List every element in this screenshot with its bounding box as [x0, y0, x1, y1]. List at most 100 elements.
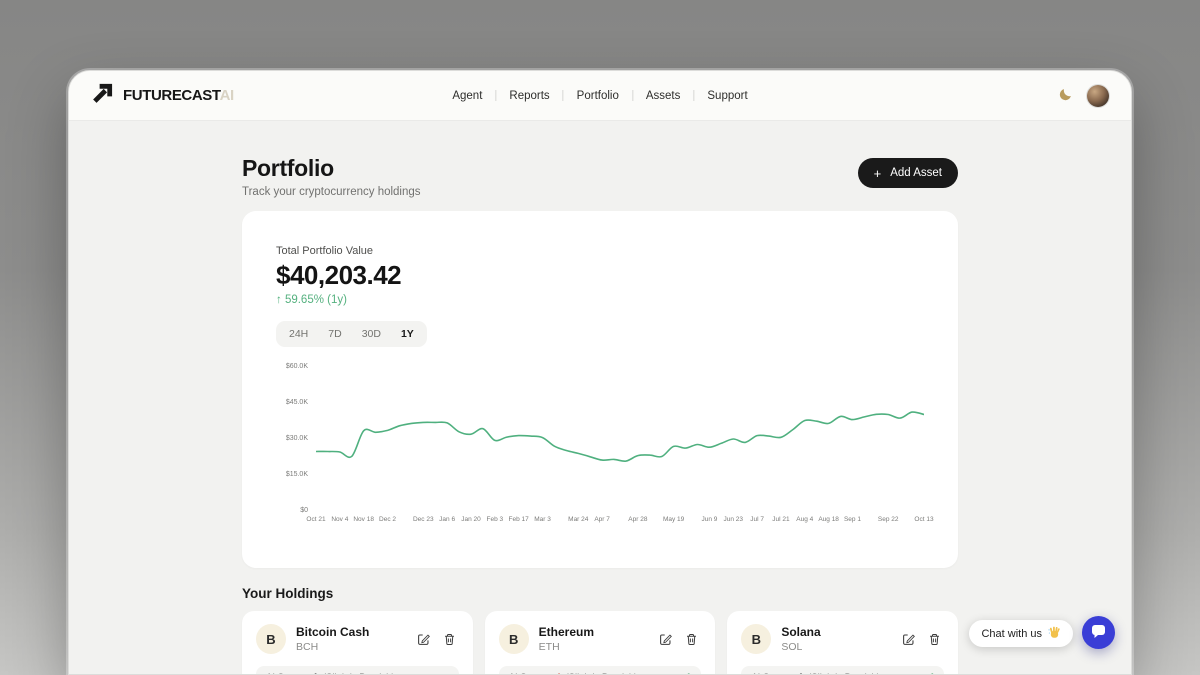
x-axis-tick: Apr 7	[594, 516, 610, 523]
portfolio-line-chart	[316, 411, 924, 463]
nav-separator	[693, 90, 695, 101]
trend-up-indicator: +1	[667, 672, 692, 674]
holdings-row: B Bitcoin Cash BCH	[242, 611, 959, 674]
x-axis-tick: Sep 22	[877, 516, 899, 523]
pencil-square-icon	[903, 633, 915, 645]
trash-icon	[444, 633, 454, 645]
trending-arrow-icon	[91, 82, 114, 110]
asset-name: Bitcoin Cash	[296, 625, 370, 639]
nav-link-portfolio[interactable]: Portfolio	[576, 89, 619, 102]
nav-link-assets[interactable]: Assets	[645, 89, 681, 102]
holding-card: B Ethereum ETH	[484, 611, 716, 674]
chart-y-axis: $0 $15.0K $30.0K $45.0K $60.0K	[276, 363, 316, 514]
speech-bubble-icon	[1089, 622, 1108, 644]
ai-score-badge: AI Score: -4 (Slightly Bearish) +1	[498, 666, 702, 674]
x-axis-tick: Jun 23	[723, 516, 744, 523]
time-range-24h[interactable]: 24H	[279, 324, 318, 344]
x-axis-tick: Jul 7	[750, 516, 764, 523]
coin-icon: B	[256, 624, 286, 654]
x-axis-tick: May 19	[662, 516, 685, 523]
chat-with-us-button[interactable]: Chat with us	[969, 620, 1073, 647]
edit-asset-button[interactable]	[417, 633, 430, 646]
x-axis-tick: Jan 6	[439, 516, 456, 523]
asset-name: Ethereum	[538, 625, 595, 639]
nav-separator	[631, 90, 633, 101]
nav-link-agent[interactable]: Agent	[452, 89, 483, 102]
total-value-amount: $40,203.42	[276, 260, 402, 290]
portfolio-chart: $0 $15.0K $30.0K $45.0K $60.0K Oct 21 Nov 4 No…	[276, 363, 934, 528]
page-head: Portfolio Track your cryptocurrency hold…	[242, 121, 958, 198]
value-change-indicator: ↑ 59.65% (1y)	[276, 294, 347, 306]
asset-symbol: ETH	[538, 641, 560, 653]
ai-score-badge: AI Score: -1 (Slightly Bearish) +4	[741, 666, 945, 674]
x-axis-tick: Apr 28	[628, 516, 648, 523]
y-axis-tick: $0	[300, 507, 308, 514]
chat-launcher-button[interactable]	[1082, 616, 1115, 649]
x-axis-tick: Aug 4	[796, 516, 814, 523]
trash-icon	[930, 633, 939, 645]
asset-symbol: BCH	[296, 641, 319, 653]
time-range-7d[interactable]: 7D	[318, 324, 351, 344]
y-axis-tick: $60.0K	[285, 363, 308, 370]
page-subtitle: Track your cryptocurrency holdings	[242, 186, 421, 198]
x-axis-tick: Feb 3	[486, 516, 504, 523]
coin-icon: B	[741, 624, 772, 654]
x-axis-tick: Aug 18	[818, 516, 839, 523]
edit-asset-button[interactable]	[902, 633, 915, 646]
y-axis-tick: $15.0K	[285, 471, 308, 478]
delete-asset-button[interactable]	[443, 633, 456, 646]
brand-name: FUTURECASTAI	[123, 87, 234, 104]
app-window: FUTURECASTAI Agent Reports Portfolio Assets…	[68, 70, 1132, 675]
page-title: Portfolio	[242, 155, 334, 181]
main-nav: Agent Reports Portfolio Assets Support	[452, 90, 747, 102]
edit-asset-button[interactable]	[659, 633, 673, 646]
header-right	[1058, 84, 1109, 107]
trash-icon	[687, 633, 697, 645]
nav-link-support[interactable]: Support	[707, 89, 748, 102]
x-axis-tick: Jul 21	[772, 516, 790, 523]
add-asset-button[interactable]: + Add Asset	[857, 158, 958, 188]
nav-link-reports[interactable]: Reports	[509, 89, 550, 102]
ai-score-badge: AI Score: -1 (Slightly Bearish)	[256, 666, 459, 674]
x-axis-tick: Sep 1	[843, 516, 861, 523]
x-axis-tick: Dec 23	[412, 516, 434, 523]
plus-icon: +	[873, 165, 882, 181]
delete-asset-button[interactable]	[928, 633, 941, 646]
chart-x-axis: Oct 21 Nov 4 Nov 18 Dec 2 Dec 23 Jan 6 Jan 20 F…	[306, 516, 933, 528]
holdings-title: Your Holdings	[242, 586, 334, 601]
x-axis-tick: Oct 21	[306, 516, 326, 523]
holding-card: B Solana SOL	[727, 611, 959, 674]
trend-up-indicator: +4	[909, 672, 934, 674]
nav-separator	[495, 90, 497, 101]
x-axis-tick: Jan 20	[461, 516, 481, 523]
pencil-square-icon	[660, 633, 673, 645]
delete-asset-button[interactable]	[685, 633, 698, 646]
x-axis-tick: Jun 9	[701, 516, 718, 523]
time-range-30d[interactable]: 30D	[352, 324, 391, 344]
theme-toggle-button[interactable]	[1058, 87, 1073, 105]
main-content: Portfolio Track your cryptocurrency hold…	[242, 121, 959, 674]
user-avatar[interactable]	[1087, 84, 1109, 107]
waving-hand-icon	[1048, 626, 1061, 642]
app-header: FUTURECASTAI Agent Reports Portfolio Assets…	[69, 71, 1131, 121]
nav-separator	[562, 90, 564, 101]
x-axis-tick: Mar 24	[568, 516, 589, 523]
asset-symbol: SOL	[781, 641, 803, 653]
y-axis-tick: $30.0K	[285, 435, 308, 442]
x-axis-tick: Dec 2	[379, 516, 397, 523]
x-axis-tick: Oct 13	[914, 516, 934, 523]
brand-logo[interactable]: FUTURECASTAI	[91, 82, 234, 110]
holding-card: B Bitcoin Cash BCH	[242, 611, 473, 674]
coin-icon: B	[498, 624, 529, 654]
x-axis-tick: Nov 4	[331, 516, 349, 523]
x-axis-tick: Nov 18	[353, 516, 374, 523]
y-axis-tick: $45.0K	[285, 399, 308, 406]
total-value-label: Total Portfolio Value	[276, 245, 374, 257]
chart-plot-area: Oct 21 Nov 4 Nov 18 Dec 2 Dec 23 Jan 6 Jan 20 F…	[306, 363, 934, 528]
moon-icon	[1058, 87, 1073, 105]
x-axis-tick: Mar 3	[534, 516, 551, 523]
time-range-1y[interactable]: 1Y	[391, 324, 424, 344]
time-range-tabs: 24H 7D 30D 1Y	[276, 321, 427, 347]
portfolio-value-card: Total Portfolio Value $40,203.42 ↑ 59.65…	[242, 211, 958, 568]
